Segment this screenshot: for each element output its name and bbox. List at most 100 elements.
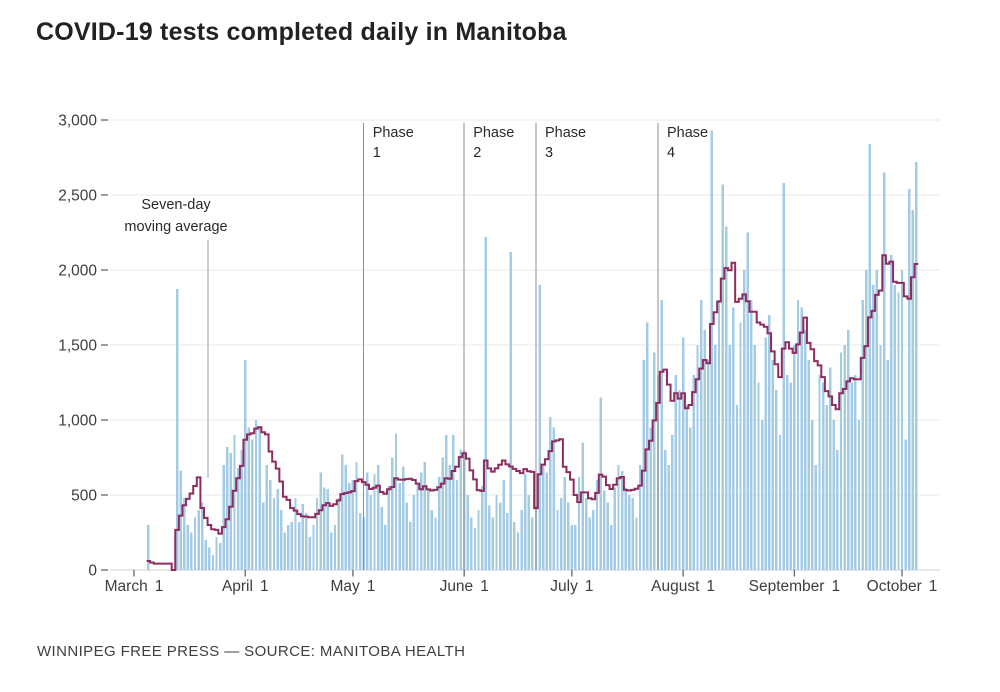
x-tick-label: July 1 xyxy=(550,578,593,595)
bar xyxy=(689,427,692,570)
bar xyxy=(843,345,846,570)
bar xyxy=(872,285,875,570)
bar xyxy=(244,360,247,570)
bar xyxy=(254,420,258,570)
bar xyxy=(448,465,452,570)
bar xyxy=(423,462,426,570)
bar xyxy=(430,510,434,570)
bar xyxy=(197,510,200,570)
bar xyxy=(703,330,706,570)
bar xyxy=(735,405,739,570)
bar xyxy=(847,330,850,570)
bar xyxy=(445,435,448,570)
bar xyxy=(484,237,487,570)
bar xyxy=(667,465,670,570)
phase-label: Phase xyxy=(545,125,586,141)
bar xyxy=(287,525,290,570)
bar xyxy=(678,390,681,570)
bar xyxy=(563,477,566,570)
bar xyxy=(186,525,190,570)
bar xyxy=(208,547,211,570)
bar xyxy=(556,510,559,570)
bar xyxy=(857,420,861,570)
bar xyxy=(915,162,918,570)
bar xyxy=(595,480,599,570)
bar xyxy=(818,375,821,570)
bar xyxy=(839,352,843,570)
bar xyxy=(305,513,308,570)
bar xyxy=(326,489,330,570)
bar xyxy=(685,405,688,570)
bar xyxy=(721,184,724,570)
bar xyxy=(753,345,757,570)
bar xyxy=(728,345,731,570)
bar xyxy=(890,255,893,570)
y-tick-label: 3,000 xyxy=(58,113,97,130)
bar xyxy=(405,502,408,570)
bar xyxy=(588,517,592,570)
bar xyxy=(283,532,286,570)
moving-average-line xyxy=(146,254,919,571)
bar xyxy=(427,489,430,570)
phase-label: Phase xyxy=(373,125,414,141)
bar xyxy=(272,498,276,570)
bar xyxy=(441,457,444,570)
bar xyxy=(570,525,574,570)
bar xyxy=(768,315,771,570)
bar xyxy=(233,435,236,570)
bar xyxy=(811,420,814,570)
bar xyxy=(868,144,871,570)
bar xyxy=(742,270,746,570)
bar xyxy=(369,495,373,570)
bar xyxy=(545,472,548,570)
bar xyxy=(567,502,570,570)
bar xyxy=(183,498,186,570)
bar xyxy=(631,498,635,570)
bar xyxy=(247,427,251,570)
x-tick-label: May 1 xyxy=(330,578,375,595)
bar xyxy=(265,465,268,570)
bar xyxy=(681,337,685,570)
bar xyxy=(577,477,581,570)
bar xyxy=(495,495,498,570)
x-tick-label: June 1 xyxy=(440,578,489,595)
bar xyxy=(549,417,552,570)
bar xyxy=(297,522,301,570)
bar xyxy=(279,510,283,570)
bar xyxy=(574,525,577,570)
bar xyxy=(908,189,911,570)
bar xyxy=(373,474,376,570)
bar xyxy=(222,465,225,570)
bar xyxy=(635,517,638,570)
bar xyxy=(897,292,900,570)
bar xyxy=(699,300,703,570)
bar xyxy=(796,300,800,570)
bar xyxy=(814,465,818,570)
x-axis: March 1 April 1 May 1 June 1 July 1 August 1 Septemb… xyxy=(105,570,937,595)
bar xyxy=(258,426,261,570)
bar xyxy=(782,183,785,570)
bar xyxy=(419,472,423,570)
bar xyxy=(602,490,606,570)
x-tick-label: March 1 xyxy=(105,578,164,595)
bar xyxy=(337,498,340,570)
bar xyxy=(147,525,150,570)
bar xyxy=(775,390,778,570)
bar xyxy=(398,483,401,570)
bar xyxy=(807,360,810,570)
bar xyxy=(803,330,807,570)
bar xyxy=(764,337,767,570)
bar xyxy=(366,472,369,570)
page-title: COVID-19 tests completed daily in Manito… xyxy=(36,18,567,46)
bar xyxy=(527,495,530,570)
bar xyxy=(613,487,617,570)
y-tick-label: 0 xyxy=(88,563,97,580)
x-tick-label: April 1 xyxy=(222,578,269,595)
bar xyxy=(879,345,882,570)
annotation-seven-day: Seven-day moving average xyxy=(124,197,228,478)
bar xyxy=(308,537,312,570)
y-tick-label: 2,000 xyxy=(58,263,97,280)
bar xyxy=(785,375,789,570)
bar xyxy=(488,505,491,570)
